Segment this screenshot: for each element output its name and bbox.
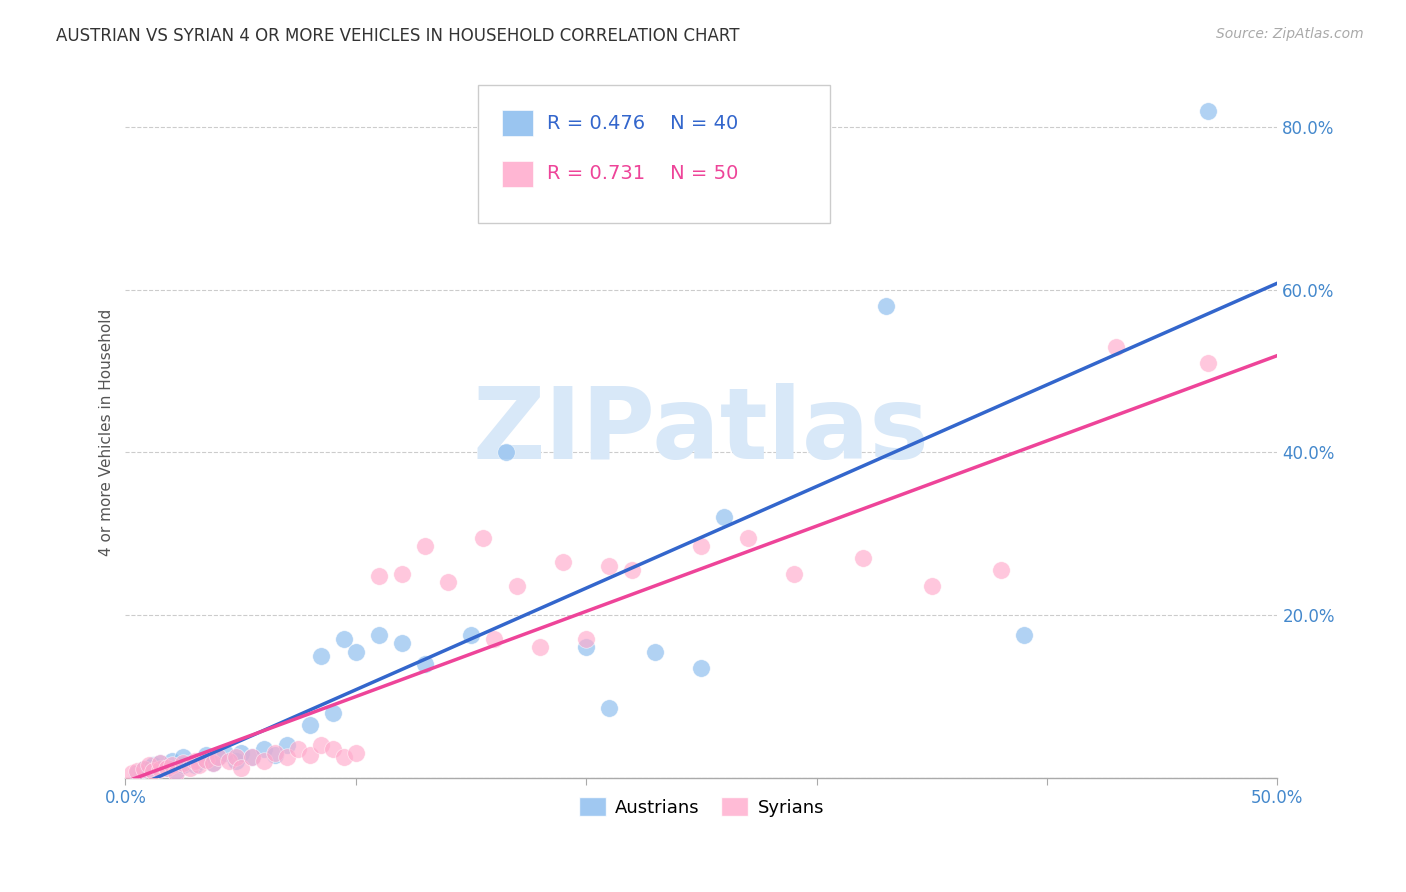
Point [179,761,201,775]
Point [575,632,598,647]
Point [311,648,333,663]
Point [437,575,460,590]
Point [142,758,165,772]
Y-axis label: 4 or more Vehicles in Household: 4 or more Vehicles in Household [100,309,114,556]
Point [482,632,505,647]
Point [156,761,179,775]
Point [149,763,172,777]
Point [225,750,247,764]
Point [875,299,897,313]
Point [264,747,287,762]
Point [264,746,287,760]
Point [125,764,148,778]
Point [125,766,148,780]
Point [529,640,551,655]
Point [149,756,172,770]
Point [149,756,172,770]
Point [138,761,160,775]
Point [195,753,218,767]
Point [644,644,666,658]
Point [156,761,179,775]
Point [276,750,298,764]
Point [298,717,321,731]
Point [852,551,875,566]
Point [138,758,160,772]
Point [188,754,211,768]
Point [172,758,194,772]
Point [506,579,529,593]
Point [598,559,620,574]
Point [1105,340,1128,354]
Point [322,742,344,756]
Point [172,750,194,764]
Text: R = 0.731    N = 50: R = 0.731 N = 50 [547,164,738,184]
Point [344,746,367,760]
Point [690,539,713,553]
Point [214,746,236,760]
Point [183,754,205,768]
Point [298,747,321,762]
Point [225,754,247,768]
Point [413,657,436,671]
Point [1197,356,1219,370]
Text: R = 0.476    N = 40: R = 0.476 N = 40 [547,113,738,133]
Point [276,738,298,752]
Point [311,738,333,752]
Point [921,579,943,593]
Point [391,636,413,650]
Text: ZIPatlas: ZIPatlas [472,384,929,481]
Point [782,567,804,582]
Point [598,701,620,715]
Point [575,640,598,655]
Text: AUSTRIAN VS SYRIAN 4 OR MORE VEHICLES IN HOUSEHOLD CORRELATION CHART: AUSTRIAN VS SYRIAN 4 OR MORE VEHICLES IN… [56,27,740,45]
Legend: Austrians, Syrians: Austrians, Syrians [572,790,831,824]
Point [690,661,713,675]
Point [713,510,735,524]
Point [188,758,211,772]
Point [495,445,517,459]
Point [553,555,575,569]
Point [391,567,413,582]
Point [333,750,356,764]
Point [737,531,759,545]
Point [253,742,276,756]
Point [460,628,482,642]
Point [333,632,356,647]
Point [253,754,276,768]
Point [367,628,389,642]
Point [165,764,187,778]
Point [367,569,389,583]
Point [621,563,644,577]
Point [287,742,309,756]
Point [990,563,1012,577]
Point [183,758,205,772]
Text: Source: ZipAtlas.com: Source: ZipAtlas.com [1216,27,1364,41]
Point [172,756,194,770]
Point [218,754,240,768]
Point [132,763,155,777]
Point [229,761,252,775]
Point [1012,628,1035,642]
Point [240,750,263,764]
Point [165,766,187,780]
Point [207,750,229,764]
Point [207,750,229,764]
Point [1197,103,1219,118]
Point [202,756,225,770]
Point [160,754,183,768]
Point [229,746,252,760]
Point [344,644,367,658]
Point [195,747,218,762]
Point [413,539,436,553]
Point [202,756,225,770]
Point [132,763,155,777]
Point [322,706,344,720]
Point [240,750,263,764]
Point [160,758,183,772]
Point [121,766,143,780]
Point [471,531,494,545]
Point [142,764,165,778]
